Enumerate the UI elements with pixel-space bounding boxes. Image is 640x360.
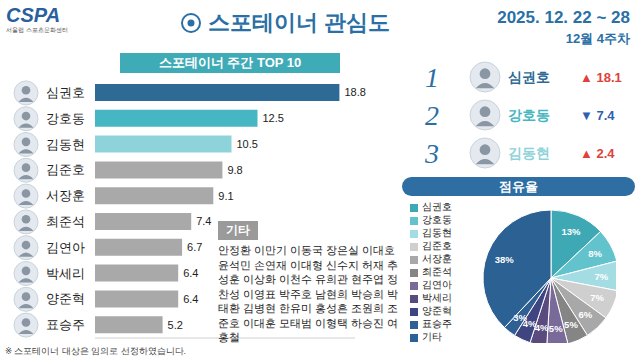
svg-text:5.2: 5.2: [168, 319, 183, 331]
html-text:양준혁: 양준혁: [422, 305, 452, 316]
svg-text:9.8: 9.8: [227, 164, 242, 176]
svg-text:6%: 6%: [579, 309, 593, 320]
svg-text:박세리: 박세리: [46, 267, 85, 281]
html-text:※ 스포테이너 대상은 임의로 선정하였습니다.: ※ 스포테이너 대상은 임의로 선정하였습니다.: [5, 346, 186, 356]
svg-text:4%: 4%: [535, 322, 549, 333]
svg-text:▼ 7.4: ▼ 7.4: [580, 108, 615, 123]
html-text:표승주: 표승주: [422, 318, 452, 329]
svg-text:심권호: 심권호: [46, 86, 85, 100]
svg-text:2: 2: [425, 100, 439, 131]
svg-text:5%: 5%: [549, 323, 563, 334]
svg-text:38%: 38%: [495, 254, 515, 265]
html-text:2025. 12. 22 ~ 28: 2025. 12. 22 ~ 28: [497, 8, 630, 27]
html-text:점유율: 점유율: [499, 179, 538, 194]
svg-text:심권호: 심권호: [508, 69, 550, 85]
svg-text:5%: 5%: [564, 319, 578, 330]
html-text:기타: 기타: [422, 331, 442, 342]
svg-text:18.8: 18.8: [344, 86, 365, 98]
svg-text:3%: 3%: [513, 312, 527, 323]
html-text:기타: 기타: [226, 223, 250, 237]
svg-text:▲ 2.4: ▲ 2.4: [580, 146, 615, 161]
html-text:김준호: 김준호: [422, 240, 452, 251]
svg-text:13%: 13%: [561, 226, 581, 237]
svg-text:7%: 7%: [594, 271, 608, 282]
html-text:강호동: 강호동: [422, 214, 452, 225]
svg-text:3: 3: [424, 138, 439, 169]
svg-text:최준석: 최준석: [46, 215, 85, 229]
svg-text:1: 1: [425, 62, 439, 93]
svg-text:표승주: 표승주: [46, 318, 85, 332]
svg-text:김동현: 김동현: [46, 138, 85, 152]
html-text:스포테이너 관심도: 스포테이너 관심도: [208, 10, 391, 35]
svg-text:김동현: 김동현: [508, 145, 550, 161]
svg-text:7.4: 7.4: [196, 215, 211, 227]
html-text:김동현: 김동현: [422, 227, 452, 238]
svg-text:양준혁: 양준혁: [46, 292, 85, 306]
html-text:박세리: 박세리: [422, 292, 452, 303]
html-text:스포테이너 주간 TOP 10: 스포테이너 주간 TOP 10: [158, 55, 302, 70]
html-text:CSPA: CSPA: [6, 4, 61, 26]
svg-text:서장훈: 서장훈: [46, 189, 85, 203]
html-text:심권호: 심권호: [422, 201, 452, 212]
html-text:최준석: 최준석: [422, 266, 452, 277]
svg-text:7%: 7%: [590, 292, 604, 303]
html-text:김연아: 김연아: [422, 279, 452, 290]
svg-text:9.1: 9.1: [218, 190, 233, 202]
html-text:안정환 이만기 이동국 장은실 이대호 윤석민 손연재 이대: 안정환 이만기 이동국 장은실 이대호 윤석민 손연재 이대형 신수지 허재 추…: [218, 244, 399, 343]
svg-text:강호동: 강호동: [46, 112, 85, 126]
svg-text:▲ 18.1: ▲ 18.1: [580, 70, 622, 85]
svg-text:김연아: 김연아: [46, 241, 85, 255]
svg-text:12.5: 12.5: [263, 112, 284, 124]
svg-text:김준호: 김준호: [46, 163, 85, 177]
svg-text:6.4: 6.4: [183, 293, 198, 305]
html-text:12월 4주차: 12월 4주차: [565, 31, 630, 46]
svg-text:4%: 4%: [522, 318, 537, 329]
svg-text:6.7: 6.7: [187, 241, 202, 253]
html-text:서장훈: 서장훈: [422, 253, 452, 264]
svg-text:강호동: 강호동: [508, 107, 550, 123]
svg-text:10.5: 10.5: [237, 138, 258, 150]
svg-text:8%: 8%: [588, 248, 602, 259]
html-text:서울랩 스포츠문화센터: 서울랩 스포츠문화센터: [6, 27, 68, 33]
svg-text:6.4: 6.4: [183, 267, 198, 279]
